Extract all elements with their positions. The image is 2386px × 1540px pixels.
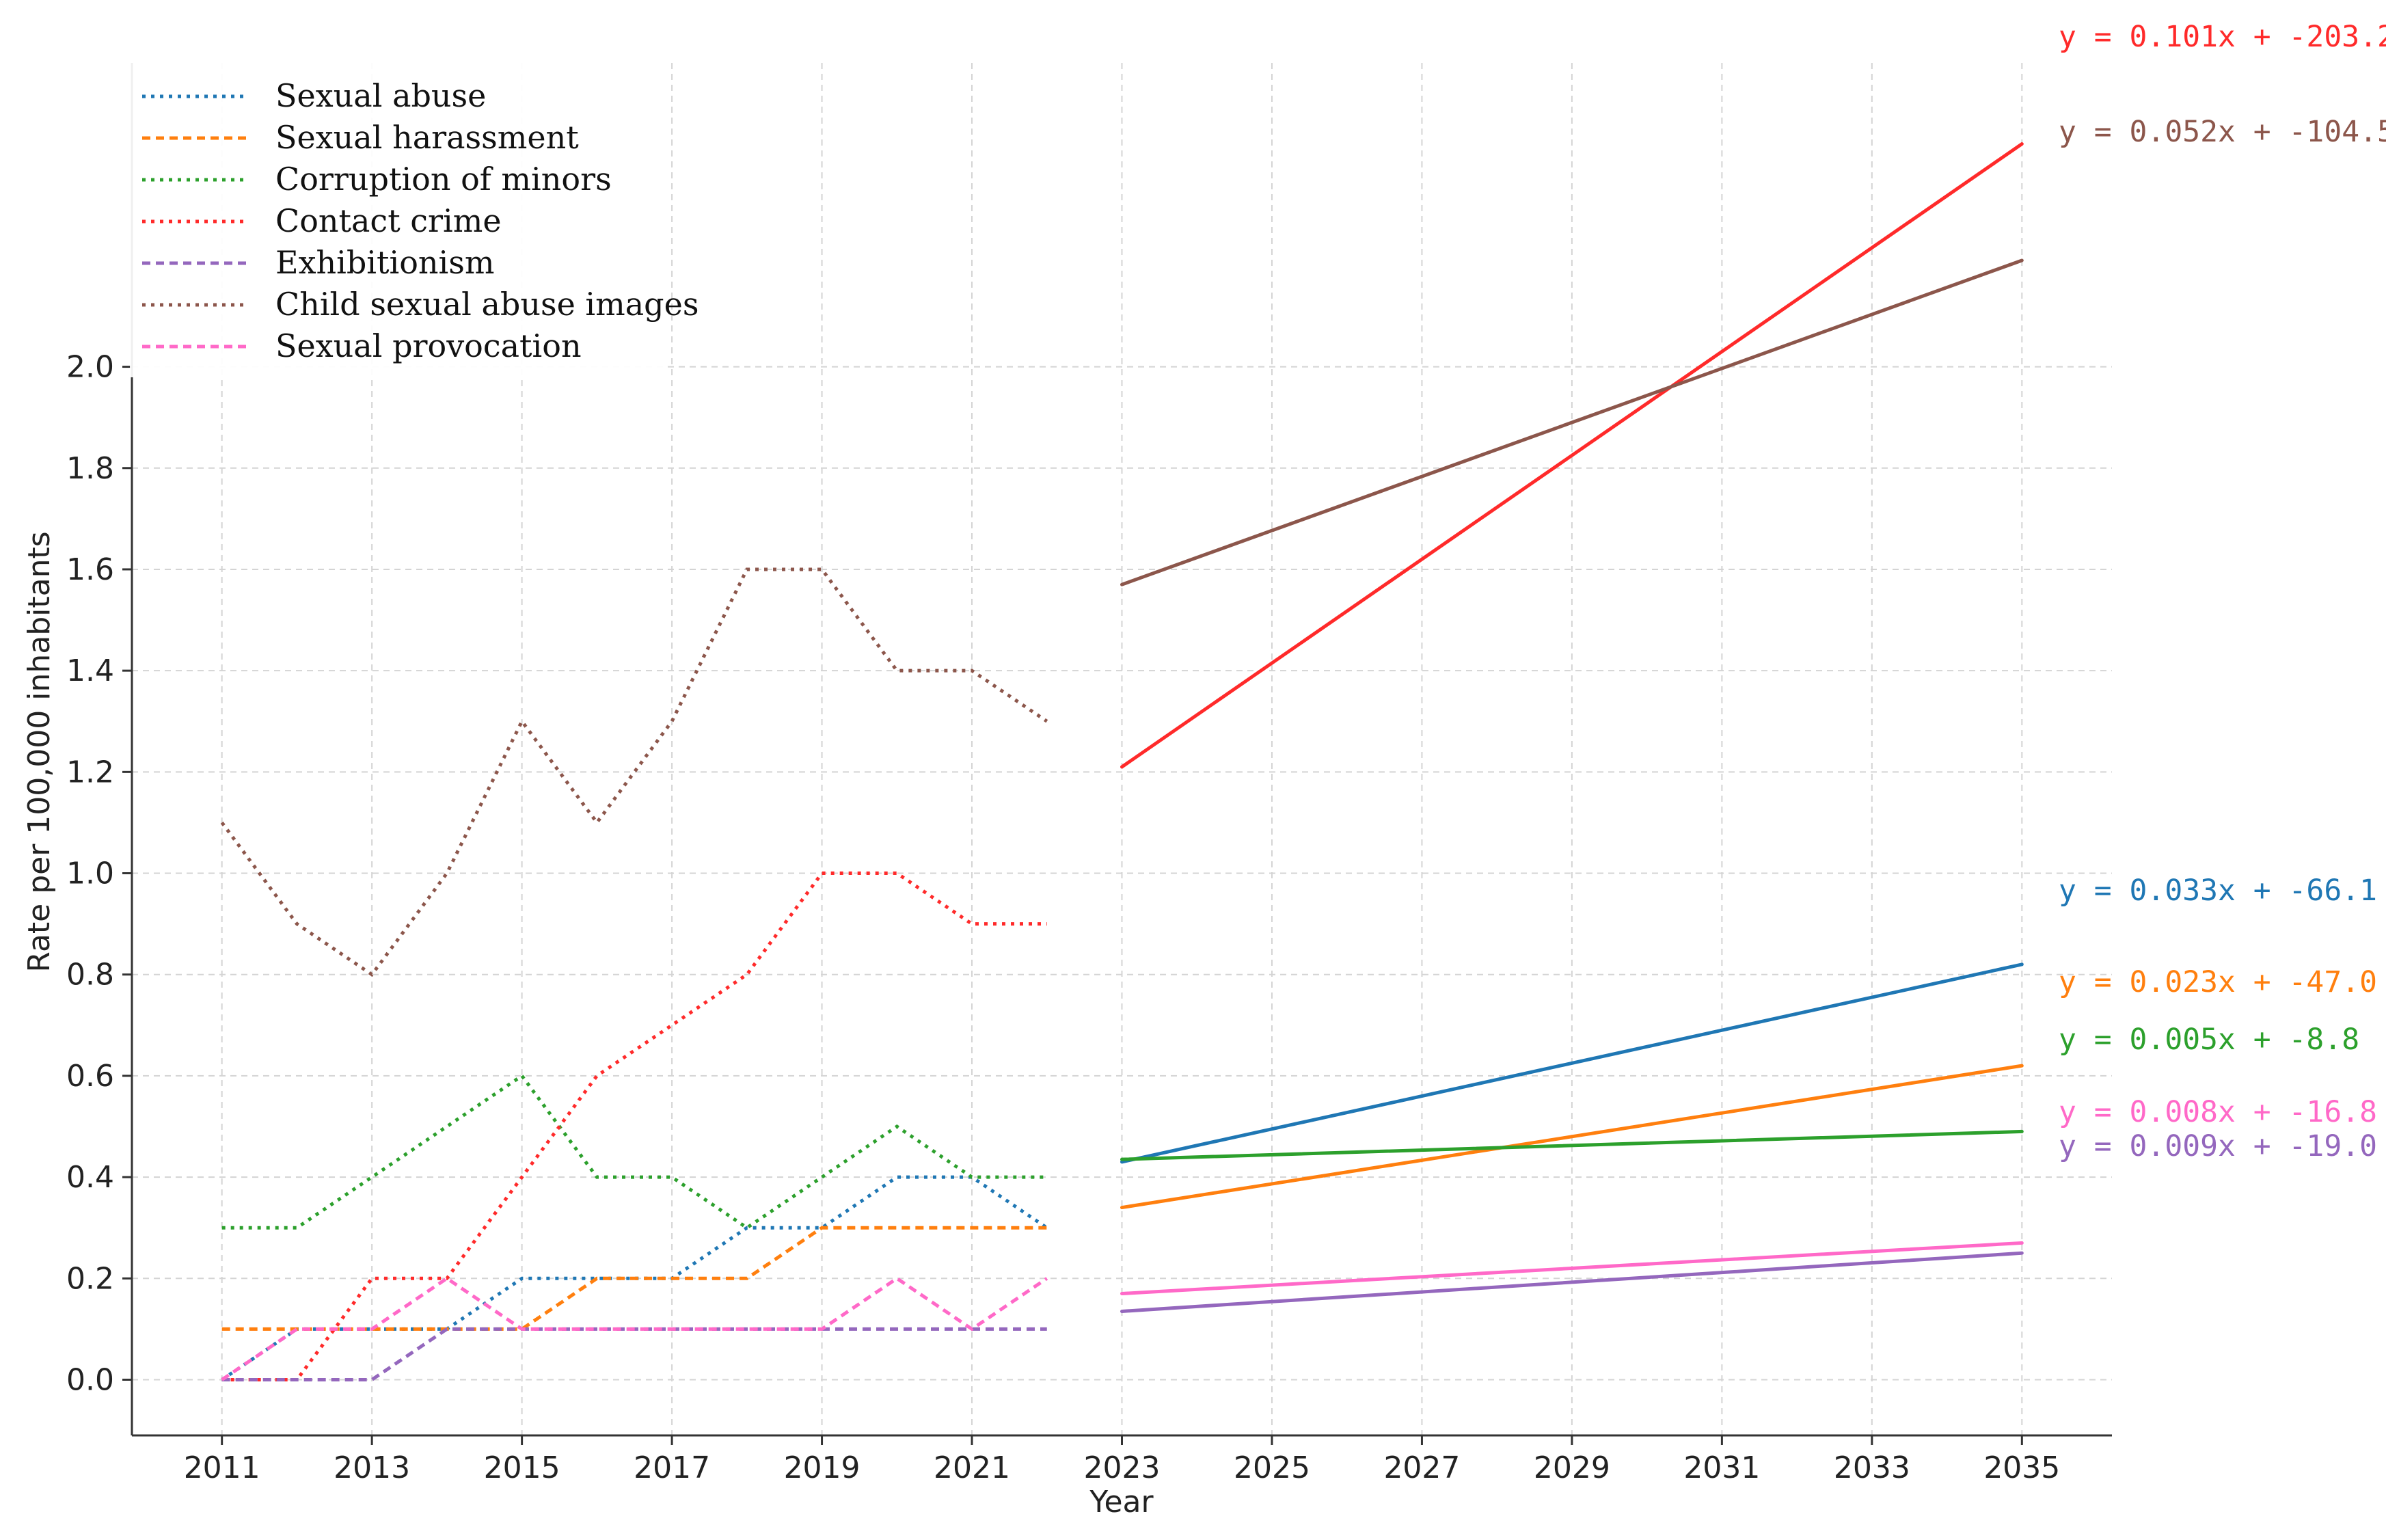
- x-tick-label: 2021: [934, 1450, 1010, 1485]
- y-tick-label: 0.6: [66, 1059, 114, 1094]
- y-tick-label: 1.2: [66, 755, 114, 789]
- observed-line: [221, 872, 1047, 1381]
- y-tick-label: 1.0: [66, 856, 114, 891]
- legend-entry: Sexual harassment: [275, 119, 579, 156]
- legend: Sexual abuse Sexual harassment Corruption …: [130, 63, 699, 377]
- x-tick-label: 2031: [1683, 1450, 1760, 1485]
- legend-entry: Corruption of minors: [275, 161, 612, 198]
- x-tick-label: 2025: [1234, 1450, 1310, 1485]
- y-tick-label: 1.6: [66, 552, 114, 587]
- trend-line: [1120, 962, 2024, 1164]
- x-tick-label: 2015: [484, 1450, 560, 1485]
- x-axis-ticks: 2011 2013 2015 2017 2019 2021 2023 2025 2027 2029…: [184, 1435, 2060, 1485]
- trend-line: [1120, 142, 2024, 769]
- legend-entry: Sexual provocation: [275, 327, 582, 364]
- trend-equation-label: y = 0.023x + -47.0: [2059, 965, 2377, 999]
- trend-line: [1120, 1064, 2024, 1210]
- y-tick-label: 0.8: [66, 958, 114, 992]
- y-axis-label: Rate per 100,000 inhabitants: [22, 531, 57, 972]
- y-tick-label: 0.2: [66, 1261, 114, 1296]
- y-tick-label: 2.0: [66, 350, 114, 385]
- y-tick-label: 0.0: [66, 1362, 114, 1397]
- observed-line: [221, 1276, 1048, 1381]
- legend-box: [130, 63, 663, 377]
- x-axis-label: Year: [1089, 1485, 1154, 1519]
- trend-equation-label: y = 0.101x + -203.2: [2059, 20, 2386, 54]
- legend-entry: Sexual abuse: [275, 77, 486, 114]
- x-tick-label: 2023: [1084, 1450, 1161, 1485]
- observed-line: [220, 567, 1048, 977]
- y-axis-ticks: 0.0 0.2 0.4 0.6 0.8 1.0 1.2 1.4 1.6 1.8 2.0: [66, 350, 132, 1397]
- x-tick-label: 2013: [334, 1450, 410, 1485]
- x-tick-label: 2033: [1834, 1450, 1910, 1485]
- trend-equation-label: y = 0.052x + -104.5: [2059, 115, 2386, 149]
- x-tick-label: 2035: [1983, 1450, 2060, 1485]
- trend-equation-label: y = 0.033x + -66.1: [2059, 874, 2377, 908]
- y-tick-label: 1.8: [66, 451, 114, 486]
- series-lines: [220, 142, 2024, 1381]
- trend-equation-label: y = 0.005x + -8.8: [2059, 1023, 2359, 1057]
- trend-equations: y = 0.033x + -66.1 y = 0.023x + -47.0 y = …: [2059, 20, 2386, 1163]
- x-tick-label: 2029: [1534, 1450, 1610, 1485]
- trend-line: [1120, 1129, 2024, 1161]
- trend-line: [1120, 1241, 2024, 1296]
- legend-entry: Child sexual abuse images: [275, 286, 699, 323]
- legend-entry: Exhibitionism: [275, 244, 494, 281]
- x-tick-label: 2027: [1383, 1450, 1460, 1485]
- trend-line: [1120, 1251, 2024, 1313]
- y-tick-label: 0.4: [66, 1160, 114, 1195]
- x-tick-label: 2017: [634, 1450, 710, 1485]
- x-tick-label: 2019: [784, 1450, 860, 1485]
- trend-equation-label: y = 0.009x + -19.0: [2059, 1129, 2377, 1163]
- legend-entry: Contact crime: [275, 202, 502, 239]
- trend-line: [1120, 258, 2024, 586]
- x-tick-label: 2011: [184, 1450, 260, 1485]
- trend-equation-label: y = 0.008x + -16.8: [2059, 1095, 2377, 1129]
- y-tick-label: 1.4: [66, 653, 114, 688]
